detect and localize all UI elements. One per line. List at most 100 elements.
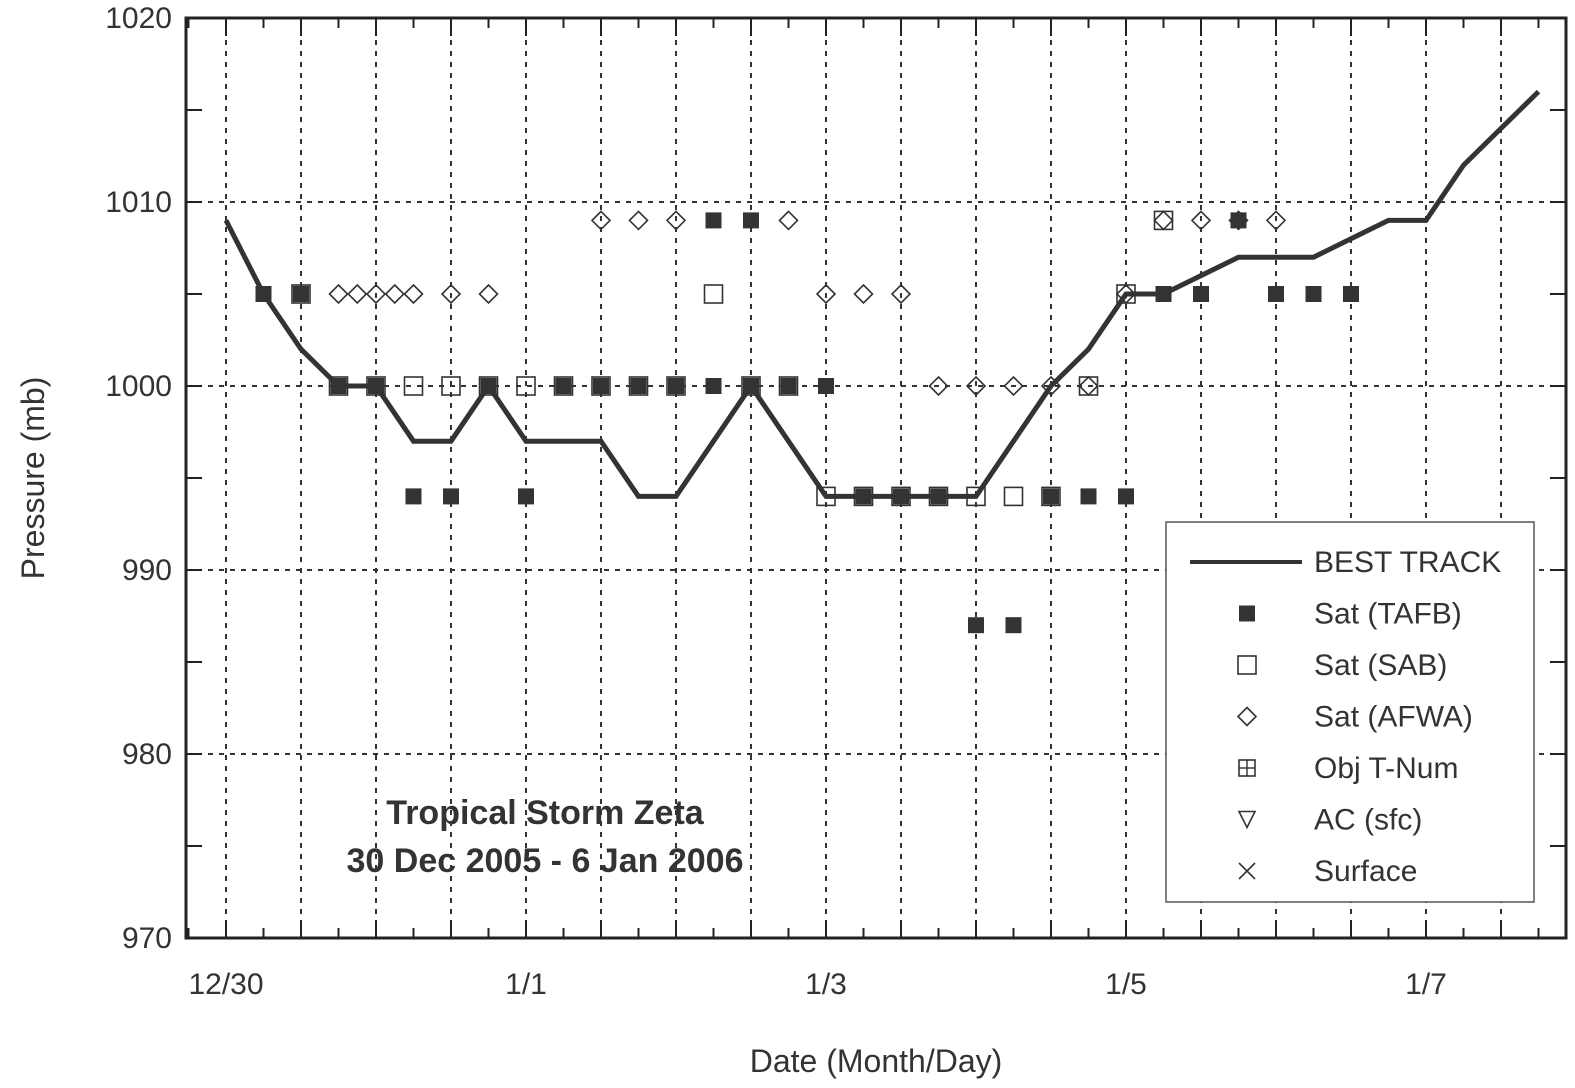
sat-sab-point <box>1041 486 1061 507</box>
x-tick-label: 12/30 <box>188 968 263 1001</box>
sat-sab-point <box>891 486 911 507</box>
y-axis-title: Pressure (mb) <box>15 377 51 580</box>
sat-sab-point <box>1153 210 1174 231</box>
sat-sab-point <box>441 376 461 396</box>
sat-afwa-point <box>890 283 912 305</box>
sat-sab-point <box>478 376 499 396</box>
sat-afwa-point <box>1190 210 1212 231</box>
sat-tafb-point <box>1005 617 1022 634</box>
x-tick-labels: 12/30 1/1 1/3 1/5 1/7 <box>188 968 1446 1001</box>
plot-frame <box>184 16 1568 940</box>
sat-tafb-point <box>405 488 422 505</box>
sat-tafb-point <box>555 378 572 394</box>
sat-afwa-point <box>1265 210 1287 231</box>
y-tick-labels: 970 980 990 1000 1010 1020 <box>105 2 172 955</box>
y-tick-label: 970 <box>122 922 172 955</box>
sat-afwa-point <box>365 283 387 305</box>
sat-sab-point <box>853 486 874 507</box>
series-sat-sab <box>291 210 1174 507</box>
series-sat-tafb <box>255 212 1359 634</box>
legend-marker-obj-t-num <box>1238 759 1256 777</box>
sat-tafb-point <box>1080 488 1097 505</box>
sat-tafb-point <box>368 378 384 394</box>
legend-label-sat-afwa: Sat (AFWA) <box>1314 701 1473 734</box>
y-tick-label: 990 <box>122 554 172 587</box>
sat-afwa-point <box>928 375 949 397</box>
sat-afwa-point <box>965 375 987 397</box>
series-best-track <box>223 89 1541 499</box>
sat-tafb-point <box>705 378 722 394</box>
sat-sab-point <box>966 486 986 507</box>
storm-name-annotation: Tropical Storm Zeta <box>386 794 704 832</box>
sat-tafb-point <box>1193 286 1209 302</box>
sat-tafb-point <box>780 378 797 394</box>
legend-box <box>1165 521 1535 903</box>
legend-marker-ac-sfc <box>1237 810 1257 830</box>
x-tick-label: 1/3 <box>805 968 847 1001</box>
sat-afwa-point <box>1003 375 1024 397</box>
sat-sab-point <box>516 376 536 396</box>
best-track-line <box>223 89 1541 499</box>
legend: BEST TRACK Sat (TAFB) Sat (SAB) Sat (AFWA) O… <box>1165 521 1535 903</box>
legend-label-ac-sfc: AC (sfc) <box>1314 804 1422 837</box>
sat-afwa-point <box>815 283 837 305</box>
legend-label-obj-t-num: Obj T-Num <box>1314 752 1458 785</box>
sat-sab-point <box>1003 486 1024 507</box>
sat-afwa-point <box>328 283 349 305</box>
sat-sab-point <box>816 486 836 507</box>
sat-tafb-point <box>480 378 497 394</box>
sat-sab-point <box>328 376 349 396</box>
sat-sab-point <box>366 376 386 396</box>
sat-tafb-point <box>293 286 309 302</box>
storm-dates-annotation: 30 Dec 2005 - 6 Jan 2006 <box>347 842 744 880</box>
sat-afwa-point <box>384 283 405 305</box>
sat-afwa-point <box>628 210 649 231</box>
sat-tafb-point <box>1343 286 1359 302</box>
series-layer <box>223 89 1541 634</box>
sat-tafb-point <box>1043 488 1059 505</box>
sat-tafb-point <box>930 488 947 505</box>
sat-afwa-point <box>853 283 874 305</box>
legend-marker-sat-afwa <box>1236 706 1258 727</box>
legend-marker-surface <box>1238 862 1256 880</box>
sat-tafb-point <box>518 488 534 505</box>
sat-tafb-point <box>593 378 609 394</box>
sat-sab-point <box>291 284 311 304</box>
sat-tafb-point <box>743 378 759 394</box>
sat-sab-point <box>741 376 761 396</box>
y-tick-label: 1010 <box>105 186 172 219</box>
sat-tafb-point <box>855 488 872 505</box>
sat-afwa-point <box>590 210 612 231</box>
sat-sab-point <box>591 376 611 396</box>
sat-sab-point <box>553 376 574 396</box>
sat-tafb-point <box>1230 212 1247 229</box>
sat-tafb-point <box>443 488 459 505</box>
legend-label-sat-sab: Sat (SAB) <box>1314 649 1447 682</box>
sat-sab-point <box>928 486 949 507</box>
x-axis-title: Date (Month/Day) <box>750 1043 1003 1079</box>
sat-tafb-point <box>1155 286 1172 302</box>
sat-sab-point <box>703 284 724 304</box>
sat-afwa-point <box>1153 210 1174 231</box>
sat-tafb-point <box>1118 488 1134 505</box>
y-tick-label: 1020 <box>105 2 172 35</box>
sat-sab-point <box>778 376 799 396</box>
sat-tafb-point <box>1268 286 1284 302</box>
sat-afwa-point <box>1115 283 1137 305</box>
sat-tafb-point <box>668 378 684 394</box>
legend-label-sat-tafb: Sat (TAFB) <box>1314 598 1462 631</box>
x-tick-label: 1/5 <box>1105 968 1147 1001</box>
sat-afwa-point <box>1040 375 1062 397</box>
y-tick-label: 980 <box>122 738 172 771</box>
sat-tafb-point <box>255 286 272 302</box>
sat-afwa-point <box>1228 210 1249 231</box>
sat-sab-point <box>403 376 424 396</box>
sat-tafb-point <box>705 212 722 229</box>
sat-tafb-point <box>630 378 647 394</box>
sat-tafb-point <box>1305 286 1322 302</box>
sat-afwa-point <box>440 283 462 305</box>
sat-afwa-point <box>347 283 368 305</box>
sat-tafb-point <box>893 488 909 505</box>
legend-label-best-track: BEST TRACK <box>1314 546 1501 579</box>
